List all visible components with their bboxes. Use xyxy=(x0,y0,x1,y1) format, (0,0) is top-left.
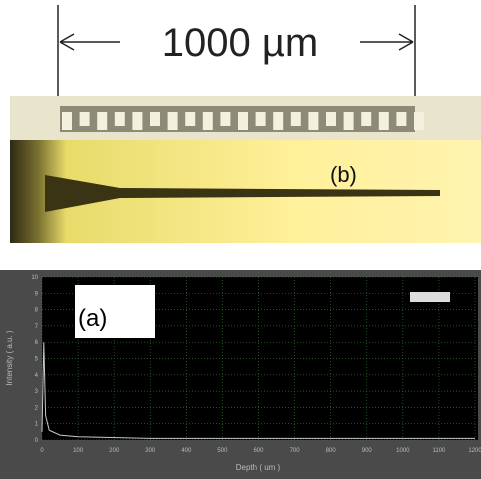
ruler-tick xyxy=(79,112,90,126)
y-tick-label: 6 xyxy=(35,340,39,346)
x-tick-label: 0 xyxy=(40,448,44,454)
y-tick-label: 0 xyxy=(35,438,39,444)
ruler-tick xyxy=(167,112,178,130)
x-tick-label: 400 xyxy=(181,448,192,454)
y-tick-label: 7 xyxy=(35,324,39,330)
ruler-tick xyxy=(150,112,160,126)
x-tick-label: 100 xyxy=(73,448,84,454)
y-tick-label: 2 xyxy=(35,405,39,411)
x-tick-label: 300 xyxy=(145,448,156,454)
x-tick-label: 700 xyxy=(290,448,301,454)
ruler-tick xyxy=(238,112,248,130)
ruler-tick xyxy=(114,112,125,126)
panel-label: (a) xyxy=(78,305,107,332)
ruler-tick xyxy=(62,112,72,130)
scale-arrows xyxy=(59,33,414,51)
x-tick-label: 1200 xyxy=(468,448,481,454)
y-axis-label: Intensity ( a.u. ) xyxy=(5,330,14,385)
y-tick-label: 8 xyxy=(35,308,39,314)
x-tick-label: 1000 xyxy=(396,448,410,454)
ruler-tick xyxy=(326,112,336,126)
ruler-tick xyxy=(132,112,143,130)
ruler-ticks xyxy=(62,112,424,130)
ruler-tick xyxy=(202,112,213,130)
ruler-tick xyxy=(361,112,372,126)
ruler-tick xyxy=(273,112,284,130)
x-tick-label: 200 xyxy=(109,448,120,454)
ruler-tick xyxy=(97,112,108,130)
ruler-tick xyxy=(220,112,231,126)
ruler-tick xyxy=(308,112,319,130)
ruler-tick xyxy=(255,112,266,126)
y-tick-label: 1 xyxy=(35,422,39,428)
ruler-tick xyxy=(378,112,389,130)
ruler-tick xyxy=(185,112,196,126)
x-tick-label: 500 xyxy=(217,448,228,454)
ruler-tick xyxy=(414,112,424,130)
y-tick-label: 10 xyxy=(31,275,38,281)
needle xyxy=(45,175,440,212)
x-tick-label: 800 xyxy=(326,448,337,454)
label-box xyxy=(75,285,155,338)
legend-box xyxy=(410,292,450,302)
x-tick-label: 1100 xyxy=(432,448,446,454)
y-tick-label: 5 xyxy=(35,357,39,363)
x-tick-label: 600 xyxy=(253,448,264,454)
ruler-tick xyxy=(290,112,301,126)
scale-label: 1000 µm xyxy=(162,21,318,65)
panel-label: (b) xyxy=(330,162,357,187)
x-tick-label: 900 xyxy=(362,448,373,454)
ruler-tick xyxy=(343,112,354,130)
y-tick-label: 3 xyxy=(35,389,39,395)
ruler-tick xyxy=(396,112,407,126)
y-tick-label: 4 xyxy=(35,373,39,379)
data-line xyxy=(41,342,475,439)
y-tick-label: 9 xyxy=(35,291,39,297)
x-axis-label: Depth ( um ) xyxy=(236,463,281,472)
